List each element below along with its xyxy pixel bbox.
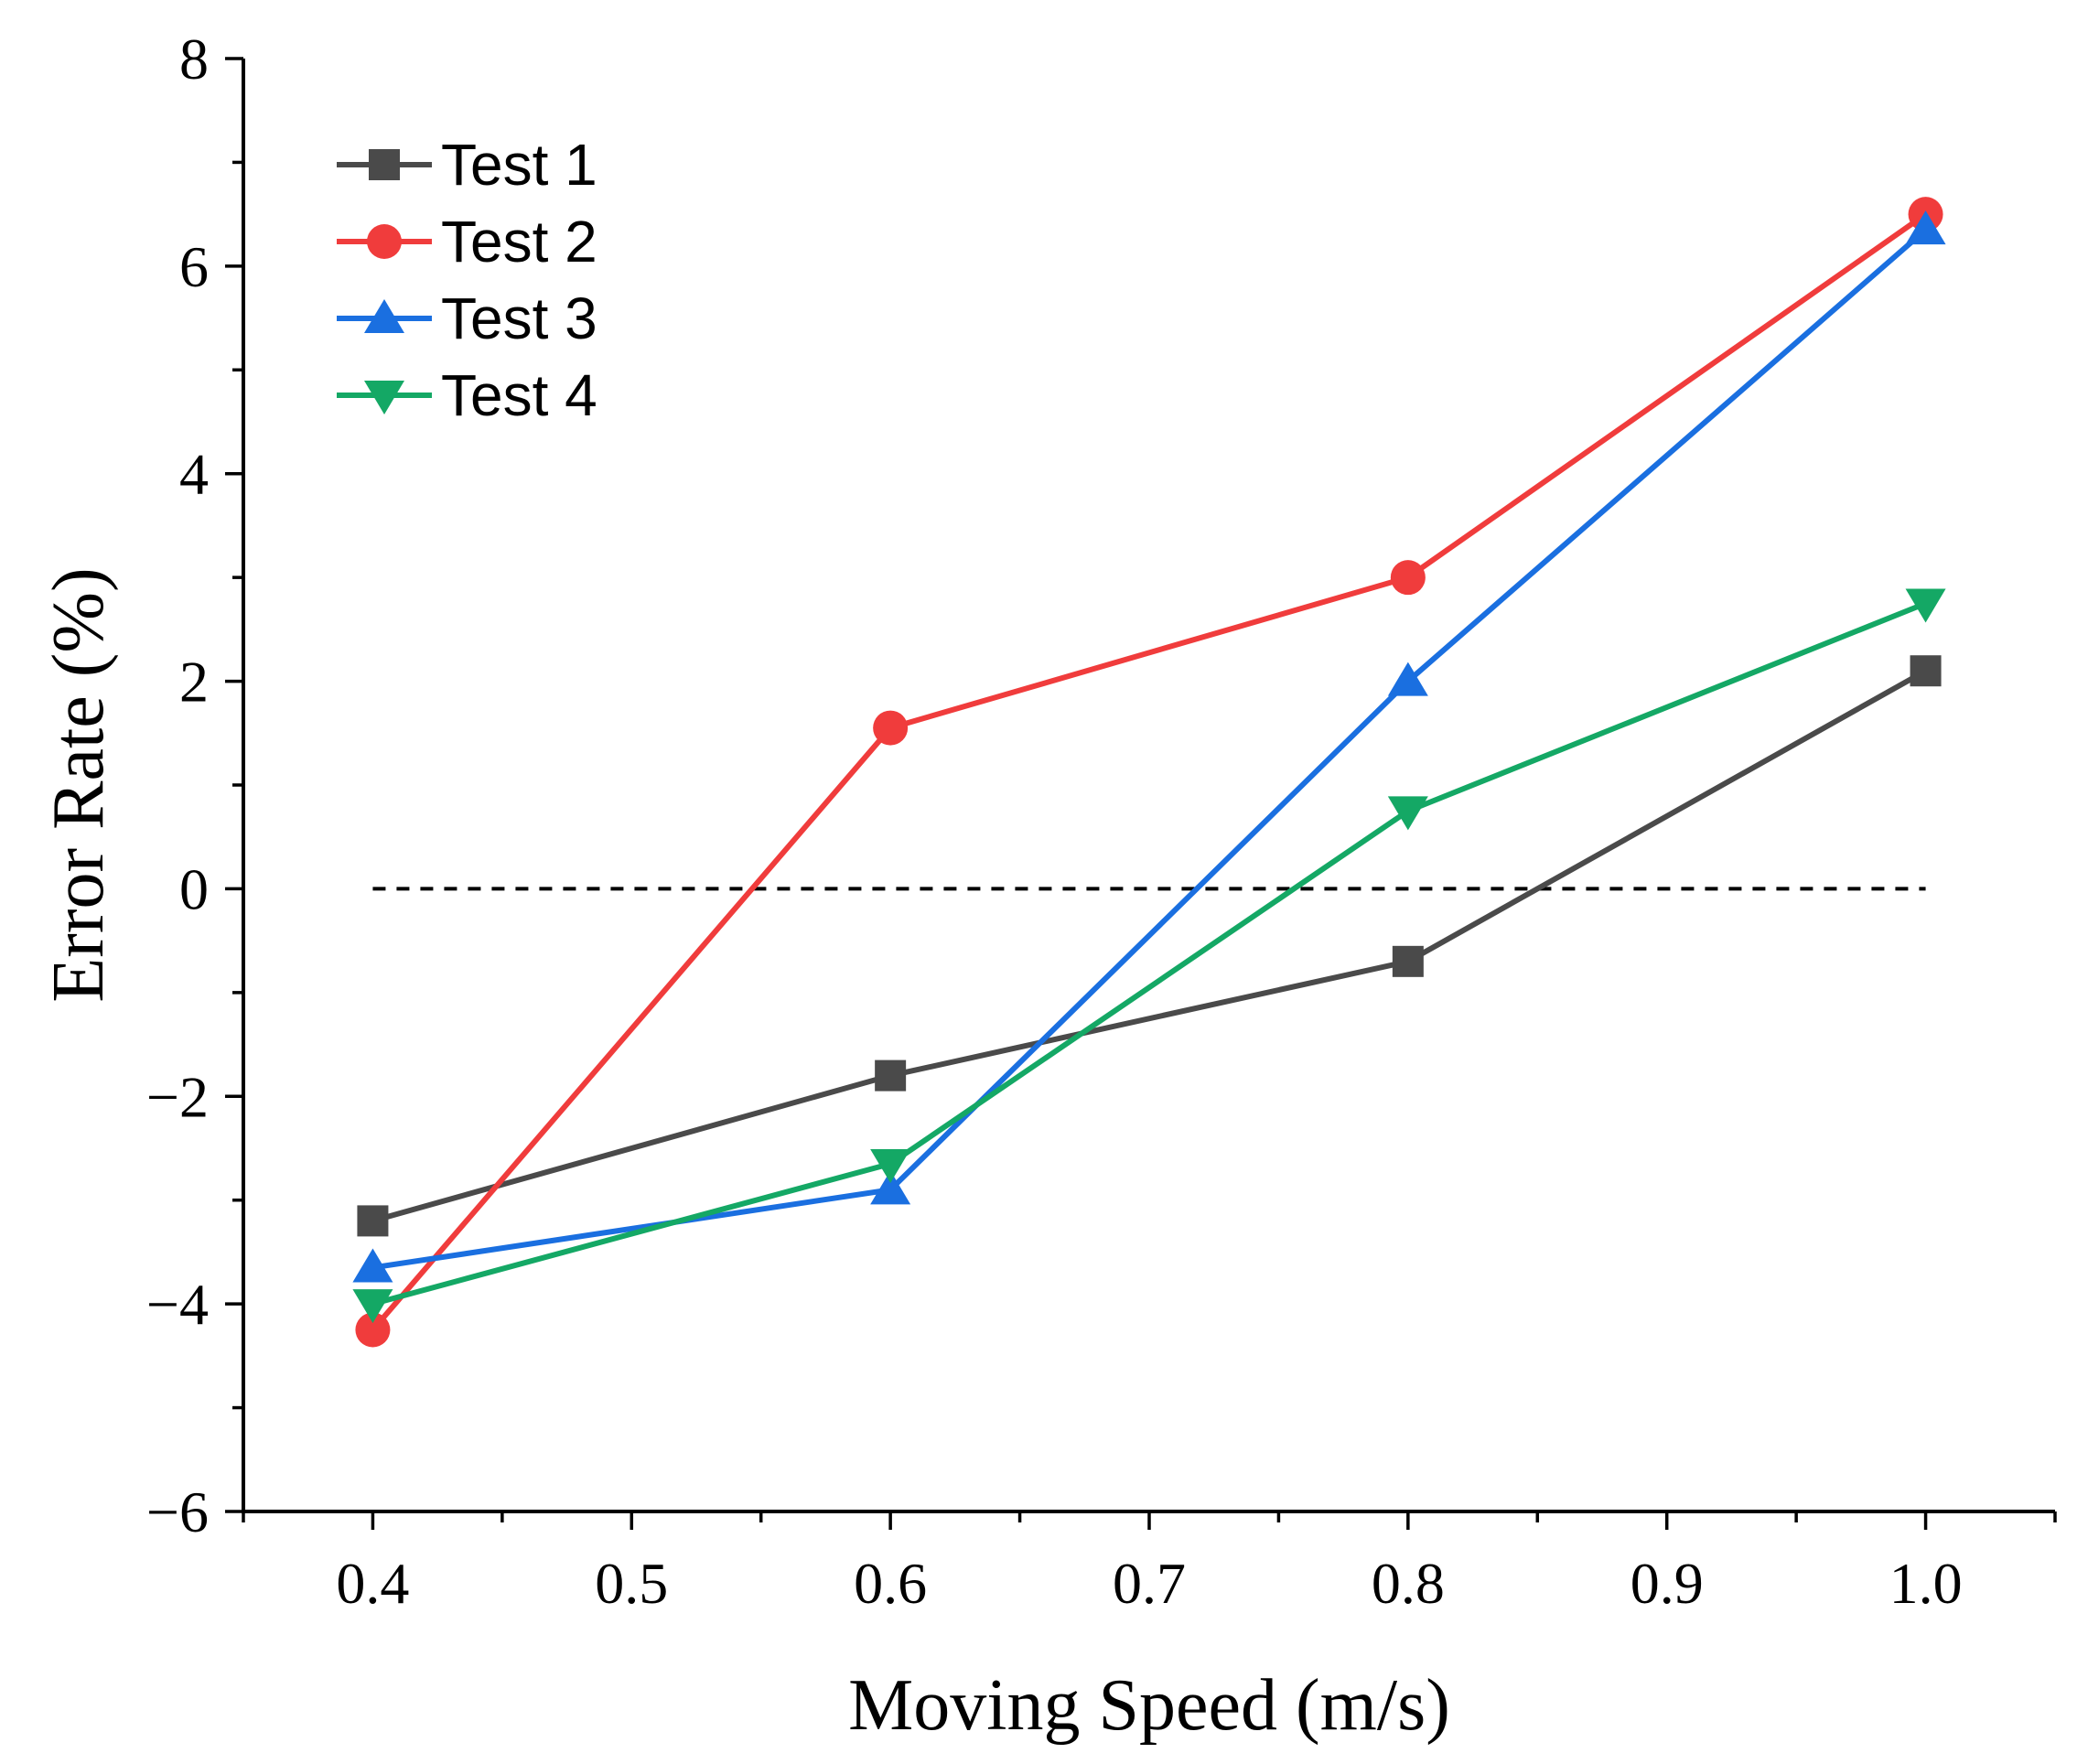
y-tick-label: −4 (146, 1272, 209, 1337)
legend-item-4: Test 4 (337, 362, 597, 428)
y-tick-label: −6 (146, 1479, 209, 1544)
x-tick-label: 0.5 (595, 1551, 668, 1616)
data-point-s3-2 (870, 1170, 911, 1205)
data-point-s1-2 (875, 1059, 907, 1092)
data-point-s2-1 (355, 1312, 391, 1348)
series-line-2 (371, 211, 1928, 1332)
x-tick-label: 0.8 (1372, 1551, 1445, 1616)
legend-marker (364, 299, 404, 333)
series-layer (352, 197, 1946, 1348)
data-point-s4-2 (870, 1149, 911, 1184)
legend-marker (369, 149, 400, 180)
data-point-s1-1 (357, 1205, 389, 1237)
legend-label: Test 2 (441, 209, 597, 274)
y-tick-label: 0 (179, 856, 209, 921)
legend-label: Test 3 (441, 285, 597, 351)
legend-item-3: Test 3 (337, 285, 597, 351)
data-point-s2-2 (873, 710, 909, 746)
y-tick-label: 2 (179, 650, 209, 715)
series-4 (352, 588, 1946, 1324)
series-line-3 (371, 227, 1928, 1271)
data-point-s3-1 (352, 1248, 393, 1283)
y-tick-label: −2 (146, 1064, 209, 1129)
series-2 (355, 197, 1943, 1348)
data-point-s4-1 (352, 1289, 393, 1324)
x-tick-label: 0.9 (1630, 1551, 1704, 1616)
x-tick-label: 0.4 (336, 1551, 409, 1616)
series-line-1 (371, 668, 1928, 1224)
series-line-4 (371, 600, 1927, 1307)
data-point-s3-4 (1905, 210, 1946, 245)
x-tick-label: 0.7 (1113, 1551, 1186, 1616)
legend-label: Test 4 (441, 362, 597, 428)
y-tick-label: 4 (179, 442, 209, 507)
data-point-s1-3 (1392, 945, 1424, 977)
x-tick-label: 1.0 (1889, 1551, 1963, 1616)
legend-marker (367, 224, 402, 259)
y-axis-title: Error Rate (%) (38, 567, 119, 1002)
y-tick-label: 8 (179, 27, 209, 91)
legend-marker (364, 381, 404, 414)
legend-item-2: Test 2 (337, 209, 597, 274)
legend-label: Test 1 (441, 132, 597, 198)
data-point-s1-4 (1910, 655, 1942, 687)
data-point-s4-3 (1387, 796, 1428, 831)
x-axis-title: Moving Speed (m/s) (848, 1665, 1450, 1746)
data-point-s4-4 (1905, 588, 1946, 623)
series-3 (352, 210, 1946, 1283)
data-point-s3-3 (1387, 662, 1428, 696)
axes-layer: −6 −4 −2 0 2 4 6 8 0.4 0.5 0.6 0.7 0.8 0.9 1.0 (146, 27, 2057, 1616)
series-1 (357, 655, 1942, 1237)
y-tick-label: 6 (179, 234, 209, 299)
legend-item-1: Test 1 (337, 132, 597, 198)
x-tick-label: 0.6 (854, 1551, 927, 1616)
data-point-s2-3 (1390, 560, 1426, 596)
legend: Test 1 Test 2 Test 3 Test 4 (337, 132, 597, 428)
